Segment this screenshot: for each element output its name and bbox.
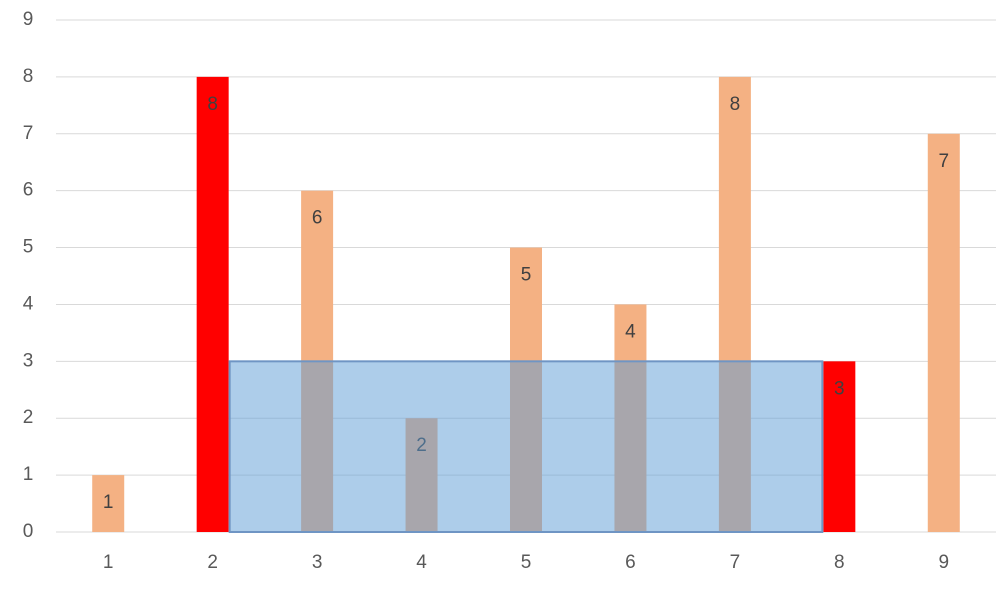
y-tick-label: 1 xyxy=(23,464,34,485)
value-label: 4 xyxy=(625,321,636,342)
bar xyxy=(92,475,125,532)
y-tick-label: 8 xyxy=(23,66,34,87)
x-tick-label: 6 xyxy=(625,552,636,573)
value-label: 8 xyxy=(730,94,741,115)
x-tick-label: 7 xyxy=(730,552,741,573)
x-tick-label: 9 xyxy=(938,552,949,573)
value-label: 7 xyxy=(938,151,949,172)
water-area xyxy=(228,360,824,534)
x-tick-label: 3 xyxy=(312,552,323,573)
bar xyxy=(927,133,960,532)
x-tick-label: 8 xyxy=(834,552,845,573)
y-tick-label: 9 xyxy=(23,9,34,30)
y-tick-label: 2 xyxy=(23,407,34,428)
bar xyxy=(196,76,229,532)
y-tick-label: 7 xyxy=(23,123,34,144)
value-label: 5 xyxy=(521,265,532,286)
value-label: 1 xyxy=(103,492,114,513)
y-tick-label: 4 xyxy=(23,293,34,314)
value-label: 8 xyxy=(207,94,218,115)
x-tick-label: 1 xyxy=(103,552,114,573)
x-tick-label: 4 xyxy=(416,552,427,573)
value-label: 3 xyxy=(834,378,845,399)
value-label: 6 xyxy=(312,208,323,229)
y-tick-label: 6 xyxy=(23,180,34,201)
y-tick-label: 3 xyxy=(23,350,34,371)
bar xyxy=(823,361,856,532)
x-tick-label: 5 xyxy=(521,552,532,573)
y-tick-label: 5 xyxy=(23,237,34,258)
x-tick-label: 2 xyxy=(207,552,218,573)
y-tick-label: 0 xyxy=(23,521,34,542)
